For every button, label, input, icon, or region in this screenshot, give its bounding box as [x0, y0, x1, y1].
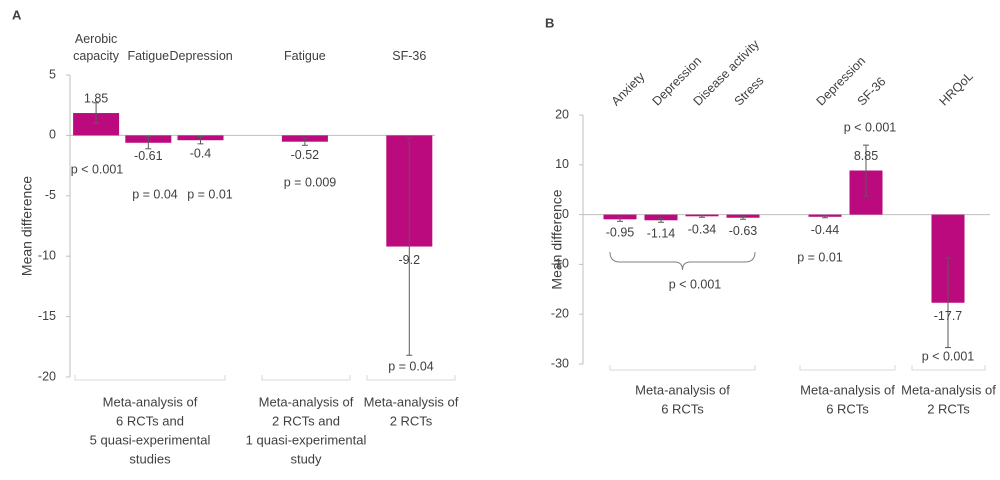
y-tick-label: 0: [562, 207, 569, 221]
group-label: 2 RCTs: [390, 413, 433, 428]
group-label: Meta-analysis of: [901, 382, 996, 397]
x-category-label: Aerobic capacity: [73, 32, 120, 63]
y-tick-label: -20: [551, 306, 569, 320]
group-bracket: [911, 365, 986, 371]
panel-label: A: [12, 7, 22, 22]
y-tick-label: -15: [38, 309, 56, 323]
group-bracket: [261, 375, 351, 381]
y-tick-label: -10: [551, 257, 569, 271]
bar: [644, 214, 678, 221]
annotation: p = 0.04: [388, 359, 434, 373]
value-label: -17.7: [934, 309, 963, 323]
x-category-label: SF-36: [392, 49, 427, 63]
annotation: p = 0.009: [284, 175, 337, 189]
group-label: Meta-analysis of: [364, 394, 459, 409]
group-bracket: [74, 375, 226, 381]
group-label: 6 RCTs: [661, 401, 704, 416]
x-category-label: Anxiety: [609, 69, 648, 108]
value-label: 1.85: [84, 91, 108, 105]
y-tick-label: -5: [45, 188, 56, 202]
annotation: p = 0.04: [132, 187, 178, 201]
annotation: p = 0.01: [187, 187, 233, 201]
annotation: p < 0.001: [922, 349, 975, 363]
annotation: p < 0.001: [669, 277, 722, 291]
x-category-label: Stress: [732, 73, 767, 108]
y-tick-label: -10: [38, 248, 56, 262]
group-label: Meta-analysis of: [103, 394, 198, 409]
y-axis-title: Mean difference: [19, 176, 35, 276]
y-tick-label: -30: [551, 356, 569, 370]
annotation: p < 0.001: [844, 120, 897, 134]
group-label: Meta-analysis of: [800, 382, 895, 397]
y-tick-label: 10: [555, 157, 569, 171]
y-tick-label: 0: [49, 128, 56, 142]
value-label: -0.44: [811, 223, 840, 237]
value-label: -0.95: [606, 226, 635, 240]
y-tick-label: 20: [555, 107, 569, 121]
annotation: p < 0.001: [71, 162, 124, 176]
panel-label: B: [545, 15, 554, 30]
group-label: 6 RCTs and: [116, 413, 184, 428]
group-bracket: [366, 375, 456, 381]
group-label: Meta-analysis of: [259, 394, 354, 409]
x-category-label: Fatigue: [284, 49, 326, 63]
value-label: -0.4: [190, 147, 212, 161]
annotation: p = 0.01: [797, 250, 843, 264]
value-label: -0.34: [688, 223, 717, 237]
x-category-label: Fatigue: [127, 49, 170, 63]
group-label: studies: [129, 451, 171, 466]
x-category-label: SF-36: [855, 74, 889, 108]
value-label: -0.61: [134, 149, 163, 163]
value-label: -0.63: [729, 224, 758, 238]
y-tick-label: 5: [49, 67, 56, 81]
group-label: 6 RCTs: [826, 401, 869, 416]
group-label: 2 RCTs and: [272, 413, 340, 428]
group-label: study: [290, 451, 322, 466]
value-label: 8.85: [854, 149, 878, 163]
y-tick-label: -20: [38, 369, 56, 383]
value-label: -1.14: [647, 227, 676, 241]
value-label: -9.2: [399, 253, 421, 267]
group-label: Meta-analysis of: [635, 382, 730, 397]
bar: [73, 113, 120, 136]
x-category-label: Depression: [169, 49, 233, 63]
group-bracket: [799, 365, 896, 371]
group-bracket: [609, 365, 756, 371]
group-label: 2 RCTs: [927, 401, 970, 416]
group-label: 1 quasi-experimental: [246, 432, 367, 447]
value-label: -0.52: [291, 148, 320, 162]
y-axis-title: Mean difference: [549, 189, 565, 289]
x-category-label: HRQoL: [937, 69, 976, 108]
brace: [609, 251, 756, 271]
group-label: 5 quasi-experimental: [90, 432, 211, 447]
